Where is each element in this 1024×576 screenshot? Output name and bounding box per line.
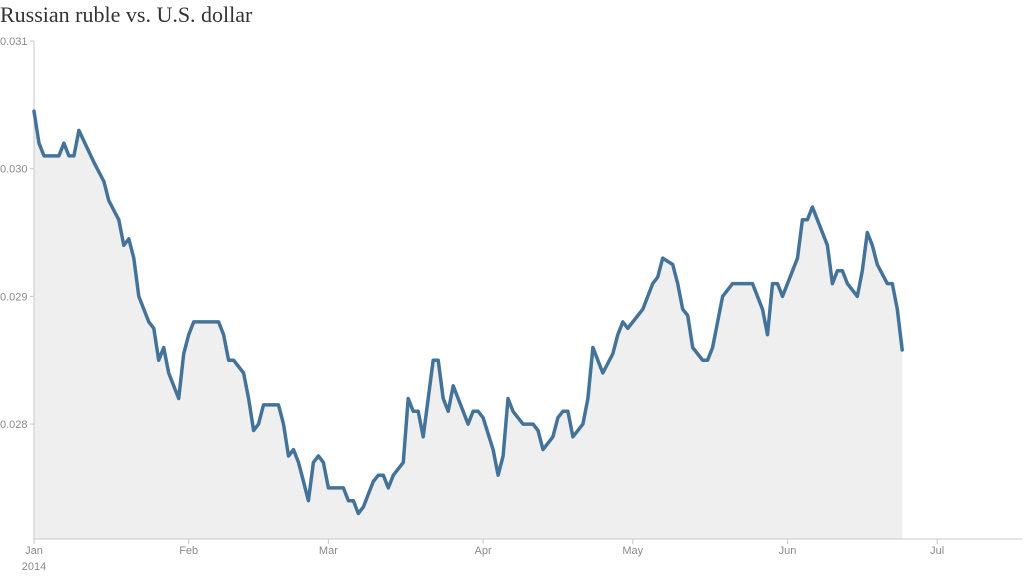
label-layer: 0.031 0.030 0.029 0.028 Jan 2014 Feb Mar Apr May J… xyxy=(0,36,944,573)
axis-layer xyxy=(30,40,1022,544)
y-tick-label: 0.028 xyxy=(0,419,28,431)
x-tick-label: Feb xyxy=(179,545,198,557)
y-tick-label: 0.030 xyxy=(0,164,28,176)
x-tick-label: Mar xyxy=(319,545,338,557)
area-layer xyxy=(34,111,903,539)
y-tick-label: 0.031 xyxy=(0,36,28,48)
x-tick-label: Apr xyxy=(475,545,492,557)
x-tick-label: Jun xyxy=(779,545,797,557)
x-tick-label: Jan xyxy=(25,545,43,557)
x-tick-sublabel: 2014 xyxy=(22,561,46,573)
y-tick-label: 0.029 xyxy=(0,291,28,303)
x-tick-label: May xyxy=(622,545,643,557)
line-layer xyxy=(32,109,904,516)
series-line-0 xyxy=(32,109,904,516)
area-fill-0 xyxy=(34,111,903,539)
x-tick-label: Jul xyxy=(930,545,944,557)
chart-title: Russian ruble vs. U.S. dollar xyxy=(0,2,253,27)
